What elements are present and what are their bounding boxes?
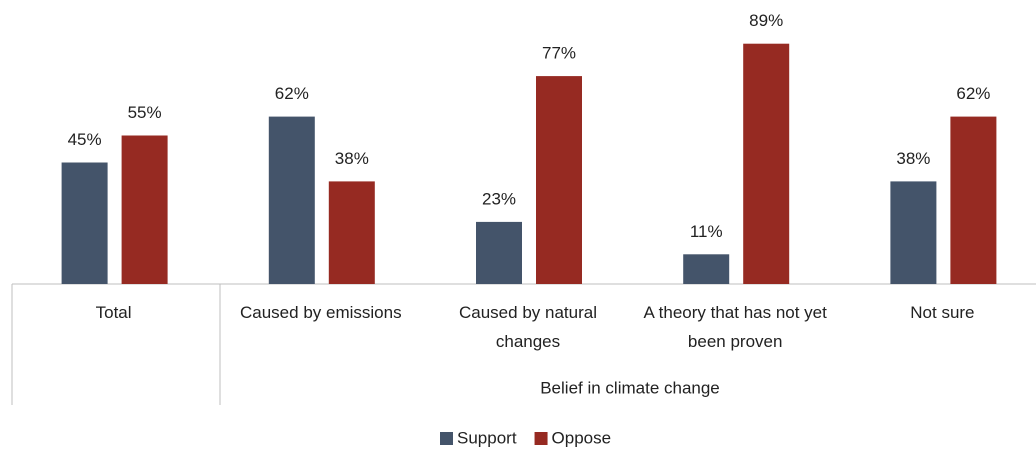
- value-label: 77%: [542, 44, 576, 63]
- bar: [121, 135, 168, 284]
- bar: [61, 162, 108, 284]
- bar: [743, 43, 790, 285]
- value-label: 38%: [896, 149, 930, 168]
- x-tick-label-box: Caused by natural changes: [459, 303, 597, 351]
- value-label: 62%: [275, 84, 309, 103]
- x-tick-label: Not sure: [910, 303, 975, 322]
- bar: [328, 181, 375, 284]
- value-label: 45%: [68, 130, 102, 149]
- bar: [476, 221, 522, 284]
- x-tick-label: Total: [95, 303, 132, 322]
- x-tick-label: Caused by natural changes: [459, 303, 597, 351]
- value-label: 62%: [956, 84, 990, 103]
- x-tick-label: A theory that has not yet been proven: [643, 303, 827, 351]
- group-label: Belief in climate change: [540, 378, 720, 397]
- bar: [536, 76, 582, 284]
- legend-swatch: [440, 432, 453, 445]
- x-tick-label-box: Total: [95, 303, 132, 322]
- x-tick-label: Caused by emissions: [240, 303, 402, 322]
- value-label: 55%: [128, 103, 162, 122]
- bar: [683, 254, 730, 284]
- x-tick-label-box: A theory that has not yet been proven: [643, 303, 827, 351]
- value-label: 23%: [482, 189, 516, 208]
- x-tick-label-box: Not sure: [910, 303, 975, 322]
- bar: [268, 116, 315, 284]
- legend-label: Support: [457, 428, 517, 447]
- legend-swatch: [534, 432, 548, 445]
- value-label: 89%: [749, 11, 783, 30]
- bar: [950, 116, 997, 284]
- bar: [890, 181, 937, 284]
- x-tick-label-box: Caused by emissions: [240, 303, 402, 322]
- value-label: 11%: [690, 222, 723, 241]
- value-label: 38%: [335, 149, 369, 168]
- legend-label: Oppose: [552, 428, 612, 447]
